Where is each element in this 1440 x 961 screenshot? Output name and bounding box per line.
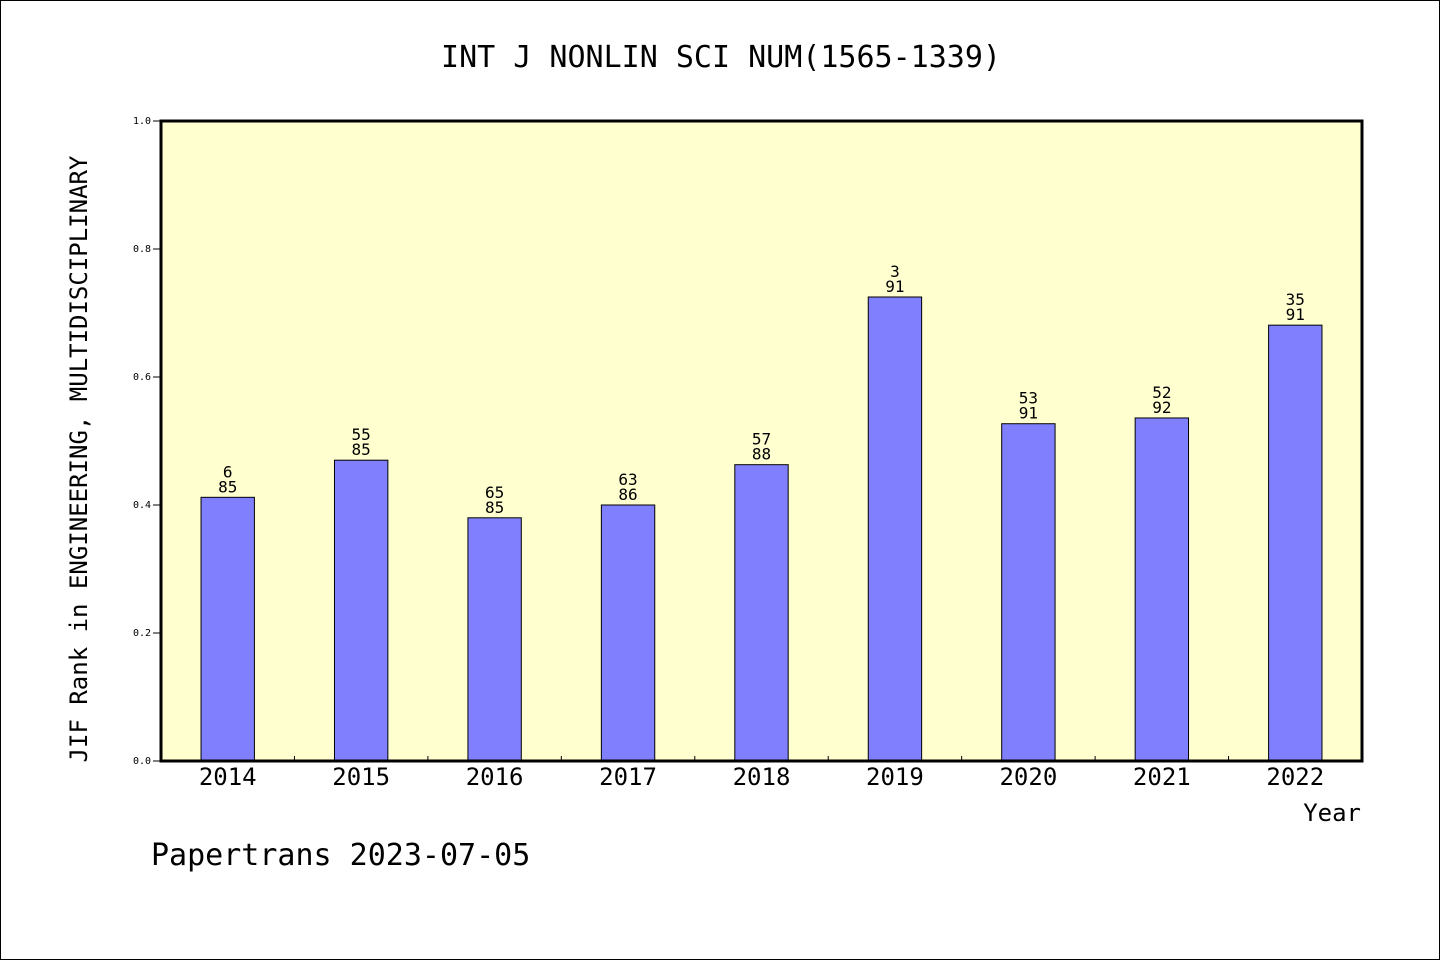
bar-label-rank: 53 (1019, 389, 1038, 408)
x-axis-label: Year (1303, 799, 1361, 827)
bar-2019 (867, 296, 923, 762)
y-tick-label: 0.4 (133, 500, 151, 511)
bar-2014 (200, 496, 255, 762)
y-tick-label: 0.6 (133, 372, 151, 383)
bar-label-rank: 57 (752, 430, 771, 449)
bar-label-rank: 52 (1152, 383, 1171, 402)
footer-watermark: Papertrans 2023-07-05 (151, 838, 530, 873)
y-tick-label: 0.8 (133, 244, 151, 255)
bar-label-total: 88 (752, 445, 771, 464)
bar-label-total: 85 (218, 477, 237, 496)
bar-2020 (1001, 423, 1056, 762)
x-tick-label: 2017 (599, 763, 657, 791)
bar-label-rank: 63 (618, 470, 637, 489)
bar-label-total: 91 (1286, 305, 1305, 324)
bar-2022 (1268, 324, 1323, 762)
bar-2021 (1134, 417, 1190, 762)
bar-label-total: 92 (1152, 398, 1171, 417)
bar-2016 (467, 517, 522, 762)
x-tick-label: 2015 (332, 763, 390, 791)
x-tick-label: 2020 (999, 763, 1057, 791)
y-axis-label: JIF Rank in ENGINEERING, MULTIDISCIPLINA… (65, 155, 93, 762)
bar-label-rank: 65 (485, 483, 504, 502)
x-tick-label: 2019 (866, 763, 924, 791)
y-tick-label: 0.0 (133, 756, 151, 767)
chart-title: INT J NONLIN SCI NUM(1565-1339) (441, 40, 1001, 75)
bar-label-total: 86 (618, 485, 637, 504)
bar-2017 (600, 504, 656, 762)
y-tick-label: 0.2 (133, 628, 151, 639)
x-tick-label: 2021 (1133, 763, 1191, 791)
bar-label-rank: 6 (223, 462, 233, 481)
x-tick-label: 2014 (199, 763, 257, 791)
y-tick-label: 1.0 (133, 116, 151, 127)
bar-2015 (333, 459, 389, 762)
bars-layer (200, 296, 1323, 762)
bar-label-total: 91 (1019, 404, 1038, 423)
bar-2018 (734, 464, 789, 762)
plot-border (159, 119, 1364, 763)
x-tick-label: 2022 (1266, 763, 1324, 791)
bar-label-total: 91 (885, 277, 904, 296)
bar-label-rank: 55 (352, 425, 371, 444)
x-tick-label: 2016 (466, 763, 524, 791)
bar-label-total: 85 (352, 440, 371, 459)
bar-label-total: 85 (485, 498, 504, 517)
bar-label-rank: 3 (890, 262, 900, 281)
x-tick-label: 2018 (733, 763, 791, 791)
bar-label-rank: 35 (1286, 290, 1305, 309)
ticks-layer: 2014 2015 2016 2017 2018 2019 2020 2021 2022 0.0 0… (133, 116, 1324, 791)
